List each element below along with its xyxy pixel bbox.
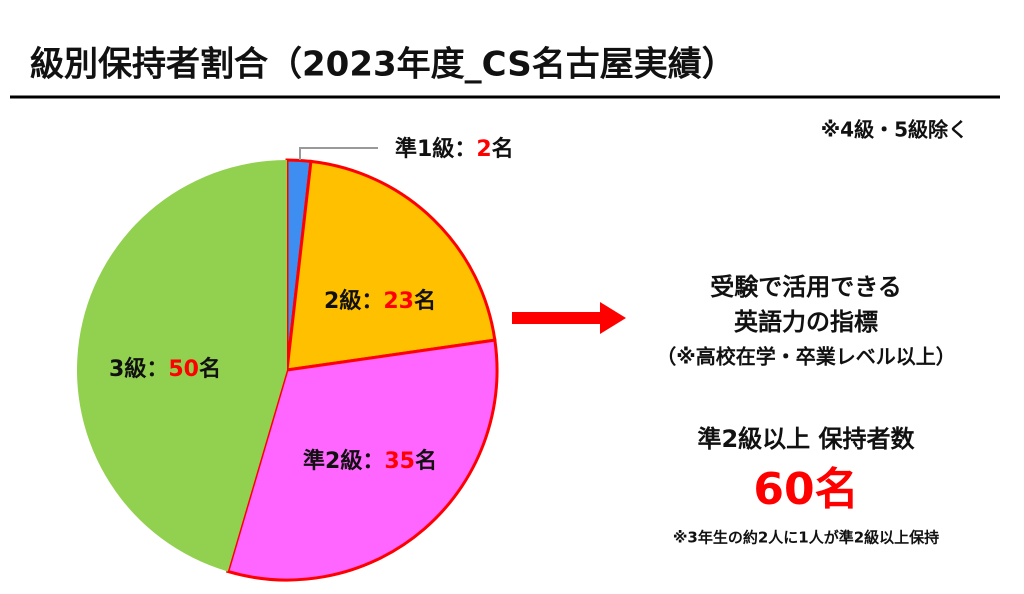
separator: ： — [361, 289, 383, 314]
panel-line: 受験で活用できる — [710, 273, 902, 301]
separator: ： — [146, 357, 168, 382]
slice-category: 準2級 — [303, 448, 362, 474]
separator: ： — [454, 137, 476, 162]
slice-label: 準2級：35名 — [303, 448, 437, 474]
unit: 名 — [414, 288, 436, 314]
slice-category: 3級 — [109, 356, 146, 382]
pie — [76, 158, 499, 582]
panel-line: （※高校在学・卒業レベル以上） — [656, 345, 955, 369]
slice-label: 2級：23名 — [324, 288, 436, 314]
slice-value: 35 — [384, 449, 415, 474]
count-heading: 準2級以上 保持者数 — [697, 425, 915, 453]
slice-label: 準1級：2名 — [395, 136, 514, 162]
arrow — [512, 302, 626, 334]
slice-value: 2 — [476, 137, 491, 162]
slice-value: 50 — [168, 357, 199, 382]
slice-category: 2級 — [324, 288, 361, 314]
count: 60名 — [753, 464, 858, 515]
slice-value: 23 — [383, 289, 414, 314]
slice-category: 準1級 — [395, 136, 454, 162]
unit: 名 — [199, 356, 221, 382]
note: ※4級・5級除く — [821, 118, 968, 142]
pie-slice — [225, 338, 499, 582]
slice-label: 3級：50名 — [109, 356, 221, 382]
pie-slice — [285, 159, 497, 372]
leader-line — [299, 147, 378, 160]
title: 級別保持者割合（2023年度_CS名古屋実績） — [30, 45, 736, 85]
footnote: ※3年生の約2人に1人が準2級以上保持 — [673, 529, 939, 547]
unit: 名 — [492, 136, 514, 162]
separator: ： — [362, 449, 384, 474]
panel-line: 英語力の指標 — [734, 308, 878, 336]
unit: 名 — [415, 448, 437, 474]
pie-slice — [76, 159, 287, 572]
